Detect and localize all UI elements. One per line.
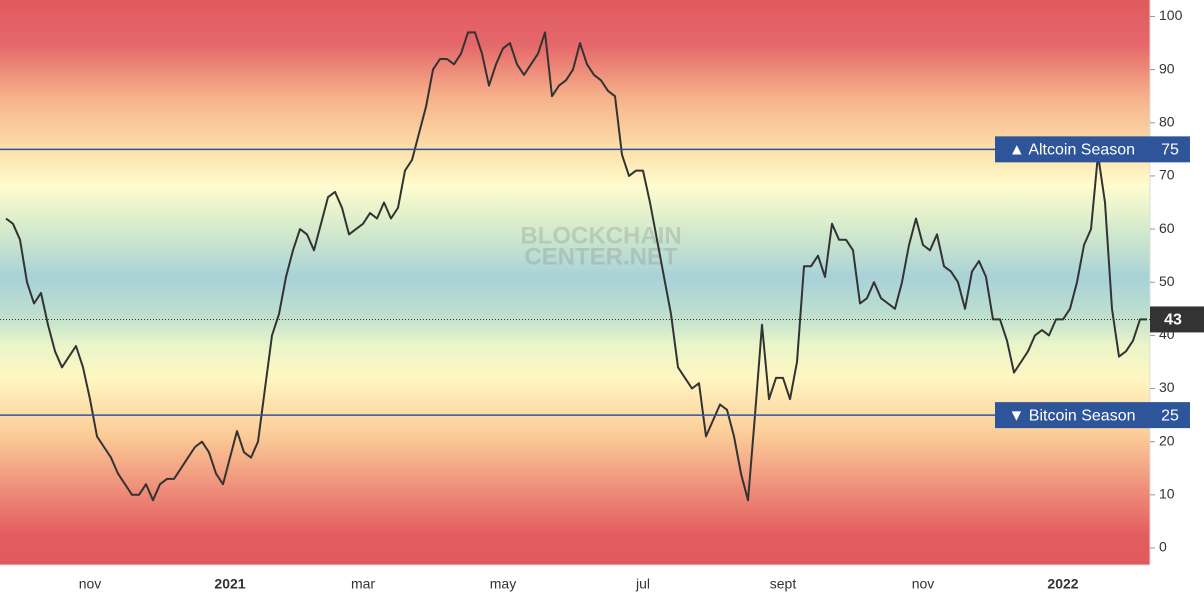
x-tick-label: 2021	[214, 576, 245, 592]
y-tick-label: 90	[1159, 60, 1175, 76]
current-value-label: 43	[1164, 312, 1182, 329]
y-tick-label: 20	[1159, 432, 1175, 448]
x-tick-label: nov	[912, 576, 935, 592]
x-tick-label: may	[490, 576, 516, 592]
y-tick-label: 10	[1159, 486, 1175, 502]
y-tick-label: 70	[1159, 167, 1175, 183]
y-tick-label: 0	[1159, 539, 1167, 555]
x-tick-label: mar	[351, 576, 375, 592]
x-tick-label: nov	[79, 576, 102, 592]
line-series	[5, 31, 1147, 502]
reference-value-box	[1150, 136, 1190, 163]
reference-value-box	[1150, 402, 1190, 429]
plot-background	[0, 0, 1150, 565]
watermark: CENTER.NET	[524, 243, 678, 270]
reference-value: 75	[1161, 142, 1179, 159]
y-tick-label: 80	[1159, 113, 1175, 129]
reference-label: ▼ Bitcoin Season	[1008, 407, 1135, 424]
x-tick-label: 2022	[1047, 576, 1078, 592]
reference-label-box	[995, 402, 1150, 429]
y-tick-label: 60	[1159, 220, 1175, 236]
reference-value: 25	[1161, 407, 1179, 424]
reference-label: ▲ Altcoin Season	[1009, 142, 1135, 159]
reference-label-box	[995, 136, 1150, 163]
current-value-box	[1150, 306, 1204, 333]
x-tick-label: jul	[635, 576, 650, 592]
y-tick-label: 50	[1159, 273, 1175, 289]
y-tick-label: 100	[1159, 7, 1183, 23]
y-tick-label: 30	[1159, 379, 1175, 395]
x-tick-label: sept	[770, 576, 797, 592]
